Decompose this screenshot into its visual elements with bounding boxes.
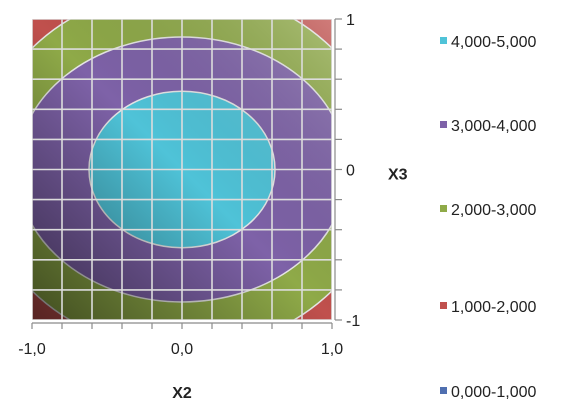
- legend-swatch: [440, 205, 447, 212]
- legend-label: 2,000-3,000: [451, 202, 537, 219]
- y-tick-label: 1: [346, 12, 355, 29]
- legend-swatch: [440, 302, 447, 309]
- y-tick-label: 0: [346, 163, 355, 180]
- legend-swatch: [440, 37, 447, 44]
- plot-area: [32, 19, 332, 320]
- contour-fill-group: [32, 19, 332, 320]
- x-tick-label: -1,0: [18, 341, 46, 358]
- axes: -1,0 0,0 1,0 1 0 -1 X2 X3: [18, 12, 407, 402]
- legend-swatch: [440, 121, 447, 128]
- x-axis-title: X2: [172, 385, 192, 402]
- legend-label: 1,000-2,000: [451, 299, 537, 316]
- legend-swatch: [440, 387, 447, 394]
- legend: 4,000-5,000 3,000-4,000 2,000-3,000 1,000-2…: [440, 34, 537, 401]
- legend-label: 3,000-4,000: [451, 118, 537, 135]
- legend-label: 4,000-5,000: [451, 34, 537, 51]
- y-tick-label: -1: [346, 313, 360, 330]
- x-tick-label: 1,0: [321, 341, 343, 358]
- legend-label: 0,000-1,000: [451, 384, 537, 401]
- y-axis-title: X3: [388, 167, 408, 184]
- x-tick-label: 0,0: [171, 341, 193, 358]
